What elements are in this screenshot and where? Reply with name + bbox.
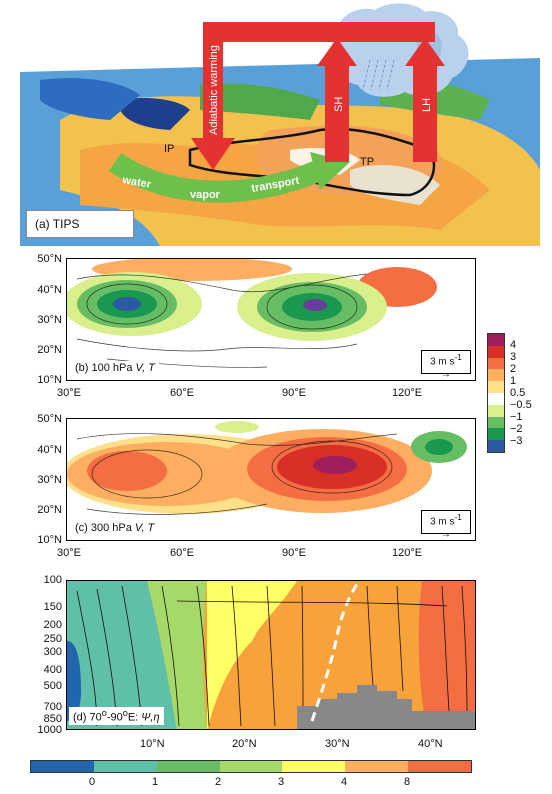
p-tick-500: 500 — [43, 680, 62, 692]
panel-d-colorbar — [30, 760, 472, 773]
lat-tick-c-50: 50°N — [37, 413, 62, 425]
upper-return-flow-arrow — [203, 22, 435, 42]
panel-c-ref-vector: 3 m s-1 → — [421, 510, 471, 540]
lat-tick-b-20: 20°N — [37, 344, 62, 356]
panel-bc-colorbar — [487, 333, 505, 453]
sh-label: SH — [333, 97, 345, 112]
cbar-swatch — [488, 334, 504, 346]
bcbar-label: 0 — [89, 776, 96, 788]
lat-tick-b-30: 30°N — [37, 314, 62, 326]
lat-tick-d-40: 40°N — [418, 738, 443, 750]
p-tick-1000: 1000 — [37, 724, 62, 736]
cbar-swatch — [488, 440, 504, 452]
adiabatic-warming-label: Adiabatic warming — [208, 45, 220, 135]
panel-a-schematic: IP TP water vapor transport Adiabatic wa… — [20, 0, 540, 246]
lat-tick-d-20: 20°N — [232, 738, 257, 750]
transport-word-1: water — [120, 174, 152, 191]
ip-label: IP — [164, 143, 174, 155]
cbar-swatch — [31, 761, 94, 772]
cbar-swatch — [93, 761, 157, 772]
cbar-label: −0.5 — [510, 399, 532, 411]
lon-tick-b-120: 120°E — [392, 387, 423, 399]
transport-word-2: vapor — [190, 189, 221, 201]
panel-d-tag: (d) 70o-90oE: Ψ,η — [69, 707, 164, 725]
latent-heat-arrow — [413, 62, 437, 162]
bcbar-label: 1 — [152, 776, 159, 788]
panel-c-tag: (c) 300 hPa V, T — [71, 521, 159, 535]
cbar-swatch — [488, 357, 504, 370]
terrain-profile — [297, 685, 475, 729]
cbar-label: 2 — [510, 363, 517, 375]
cbar-swatch — [156, 761, 220, 772]
cbar-swatch — [488, 404, 504, 417]
lon-tick-c-60: 60°E — [170, 547, 194, 559]
cbar-label: 1 — [510, 375, 517, 387]
lat-tick-c-40: 40°N — [37, 444, 62, 456]
lon-tick-c-90: 90°E — [282, 547, 306, 559]
p-tick-850: 850 — [43, 713, 62, 725]
lon-tick-b-30: 30°E — [57, 387, 81, 399]
panel-c-300hpa-map: (c) 300 hPa V, T 3 m s-1 → — [66, 418, 476, 541]
lon-tick-c-30: 30°E — [57, 547, 81, 559]
p-tick-300: 300 — [43, 646, 62, 658]
bcbar-label: 3 — [278, 776, 285, 788]
p-tick-200: 200 — [43, 619, 62, 631]
cbar-swatch — [488, 381, 504, 393]
panel-a-label: (a) TIPS — [26, 210, 134, 238]
cbar-swatch — [345, 761, 409, 772]
cbar-swatch — [488, 392, 504, 405]
bcbar-label: 2 — [215, 776, 222, 788]
cbar-label: 3 — [510, 351, 517, 363]
panel-b-ref-vector: 3 m s-1 → — [421, 350, 471, 380]
lon-tick-b-90: 90°E — [282, 387, 306, 399]
bcbar-label: 8 — [404, 776, 411, 788]
cbar-swatch — [282, 761, 346, 772]
p-tick-150: 150 — [43, 601, 62, 613]
p-tick-100: 100 — [43, 574, 62, 586]
p-tick-400: 400 — [43, 664, 62, 676]
lat-tick-d-10: 10°N — [140, 738, 165, 750]
panel-b-field — [67, 259, 475, 380]
adiabatic-warming-arrow — [191, 138, 235, 170]
cbar-swatch — [219, 761, 283, 772]
lat-tick-b-50: 50°N — [37, 253, 62, 265]
lon-tick-c-120: 120°E — [392, 547, 423, 559]
cbar-swatch — [408, 761, 472, 772]
lat-tick-b-10: 10°N — [37, 374, 62, 386]
cbar-swatch — [488, 416, 504, 429]
cbar-label: 4 — [510, 339, 517, 351]
cbar-label: 0.5 — [510, 387, 526, 399]
lat-tick-c-30: 30°N — [37, 474, 62, 486]
panel-b-100hpa-map: (b) 100 hPa V, T 3 m s-1 → — [66, 258, 476, 381]
lat-tick-d-30: 30°N — [325, 738, 350, 750]
tp-label: TP — [360, 156, 374, 168]
p-tick-250: 250 — [43, 633, 62, 645]
lon-tick-b-60: 60°E — [170, 387, 194, 399]
p-tick-700: 700 — [43, 701, 62, 713]
water-vapor-transport-arrow — [108, 152, 325, 203]
lat-tick-b-40: 40°N — [37, 284, 62, 296]
cbar-label: −3 — [510, 435, 523, 447]
panel-d-field — [67, 581, 475, 729]
panel-c-field — [67, 419, 475, 540]
panel-b-tag: (b) 100 hPa V, T — [71, 361, 159, 375]
lh-label: LH — [421, 98, 433, 112]
cbar-label: −1 — [510, 411, 523, 423]
lat-tick-c-10: 10°N — [37, 534, 62, 546]
schematic-map: IP TP water vapor transport Adiabatic wa… — [20, 0, 540, 246]
panel-d-cross-section: (d) 70o-90oE: Ψ,η — [66, 580, 476, 730]
cbar-label: −2 — [510, 423, 523, 435]
lat-tick-c-20: 20°N — [37, 504, 62, 516]
sensible-heat-arrow — [325, 62, 349, 162]
cbar-swatch — [488, 369, 504, 382]
bcbar-label: 4 — [341, 776, 348, 788]
cbar-swatch — [488, 428, 504, 441]
cbar-swatch — [488, 345, 504, 358]
